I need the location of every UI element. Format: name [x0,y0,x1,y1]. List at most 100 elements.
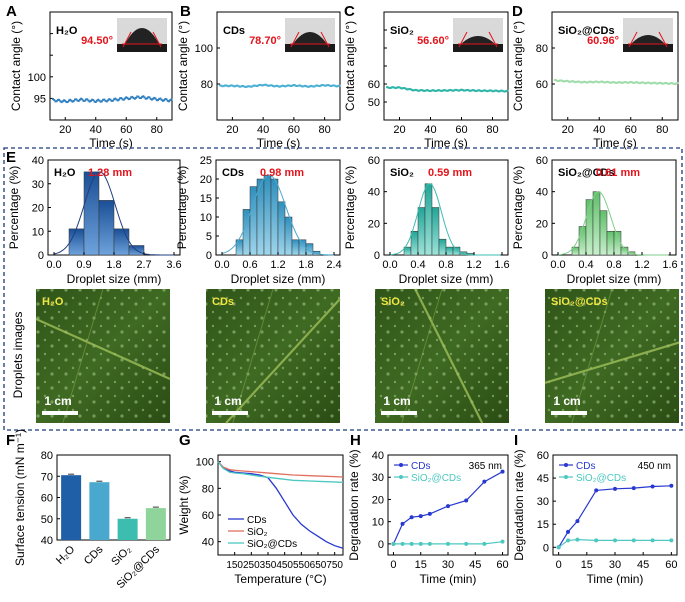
droplet-image-3: SiO₂ 1 cm [375,288,509,424]
data-point [279,85,282,88]
histogram-bar [578,226,587,256]
x-tick-label: 750 [326,560,343,571]
data-point [114,97,117,100]
data-point [565,79,568,82]
data-point [315,84,318,87]
y-tick-label: 40 [372,450,384,462]
tangent-line [290,31,300,48]
x-tick-label: 40 [90,124,102,136]
data-point [69,98,72,101]
data-point [489,89,492,92]
droplet-texture [206,289,340,423]
x-tick-label: 40 [593,124,605,136]
data-point [398,86,401,89]
droplets-images-label: Droplets images [11,312,25,399]
data-point [474,89,477,92]
data-point [281,84,284,87]
x-axis-label: Time (s) [257,136,301,150]
data-point [496,89,499,92]
droplet-shape [461,36,495,44]
data-point [506,89,509,92]
axes-frame [216,11,341,121]
data-point [588,80,591,83]
data-point [156,99,159,102]
data-point [283,85,286,88]
data-point [56,98,59,101]
data-point [92,99,95,102]
histogram-bar [606,231,615,256]
data-point [160,98,163,101]
panel-e-frame [3,147,683,431]
y-tick-label: 25 [200,155,212,167]
data-point [399,87,402,90]
droplet-shape [125,28,159,44]
data-point [631,81,634,84]
degradation-point [427,511,432,516]
data-point [71,100,74,103]
scale-bar [212,411,248,415]
data-point [564,80,567,83]
droplet-texture [375,289,509,423]
data-point [386,86,389,89]
histogram-bar [113,228,130,256]
data-point [55,100,58,103]
data-point [663,82,666,85]
x-axis-label: Temperature (°C) [234,572,326,586]
sample-label: SiO₂ [390,167,414,179]
x-tick-label: 2.7 [136,259,151,271]
data-point [155,99,158,102]
x-tick-label: 0.4 [578,259,593,271]
data-point [646,81,649,84]
data-point [149,97,152,100]
x-tick-label: 1.6 [494,259,509,271]
data-point [436,89,439,92]
x-tick-label: 1.2 [634,259,649,271]
data-point [591,81,594,84]
legend-label: SiO₂@CDs [576,473,626,484]
data-point [394,87,397,90]
data-point [576,80,579,83]
data-point [610,81,613,84]
x-tick-label: 150 [226,560,243,571]
data-point [465,89,468,92]
histogram-panel-1: 0 10 20 30 40 0.0 0.9 1.8 2.7 3.6 Droplet size (mm… [7,155,182,286]
data-point [113,98,116,101]
data-point [417,89,420,92]
histogram-bar [291,239,300,256]
data-point [622,81,625,84]
x-tick-label: 1.8 [298,259,313,271]
data-point [103,98,106,101]
data-point [456,89,459,92]
tga-series-line [217,461,344,549]
data-point [627,81,630,84]
data-point [83,99,86,102]
data-point [566,80,569,83]
data-point [625,81,628,84]
mean-size-label: 0.59 mm [428,167,472,179]
data-point [335,85,338,88]
y-axis-label: Percentage (%) [175,166,189,249]
inset-substrate [453,44,503,52]
data-point [52,98,55,101]
data-point [575,81,578,84]
tangent-line [488,31,498,48]
degradation-point [400,521,405,526]
data-point [139,97,142,100]
data-point [125,96,128,99]
data-point [481,89,484,92]
tangent-line [152,31,162,48]
data-point [404,87,407,90]
x-tick-label: 0.6 [242,259,257,271]
contact-angle-panel-3: 50 60 20 40 60 80 Time (s) Contact angle (°) SiO… [343,11,509,150]
y-tick-label: 10 [200,212,212,224]
data-point [54,100,57,103]
inset-substrate [623,44,673,52]
data-point [659,82,662,85]
leaf-vein [225,298,341,424]
data-point [574,81,577,84]
data-point [244,86,247,89]
data-point [295,85,298,88]
data-point [227,85,230,88]
data-point [482,89,485,92]
y-axis-label: Weight (%) [177,475,191,534]
